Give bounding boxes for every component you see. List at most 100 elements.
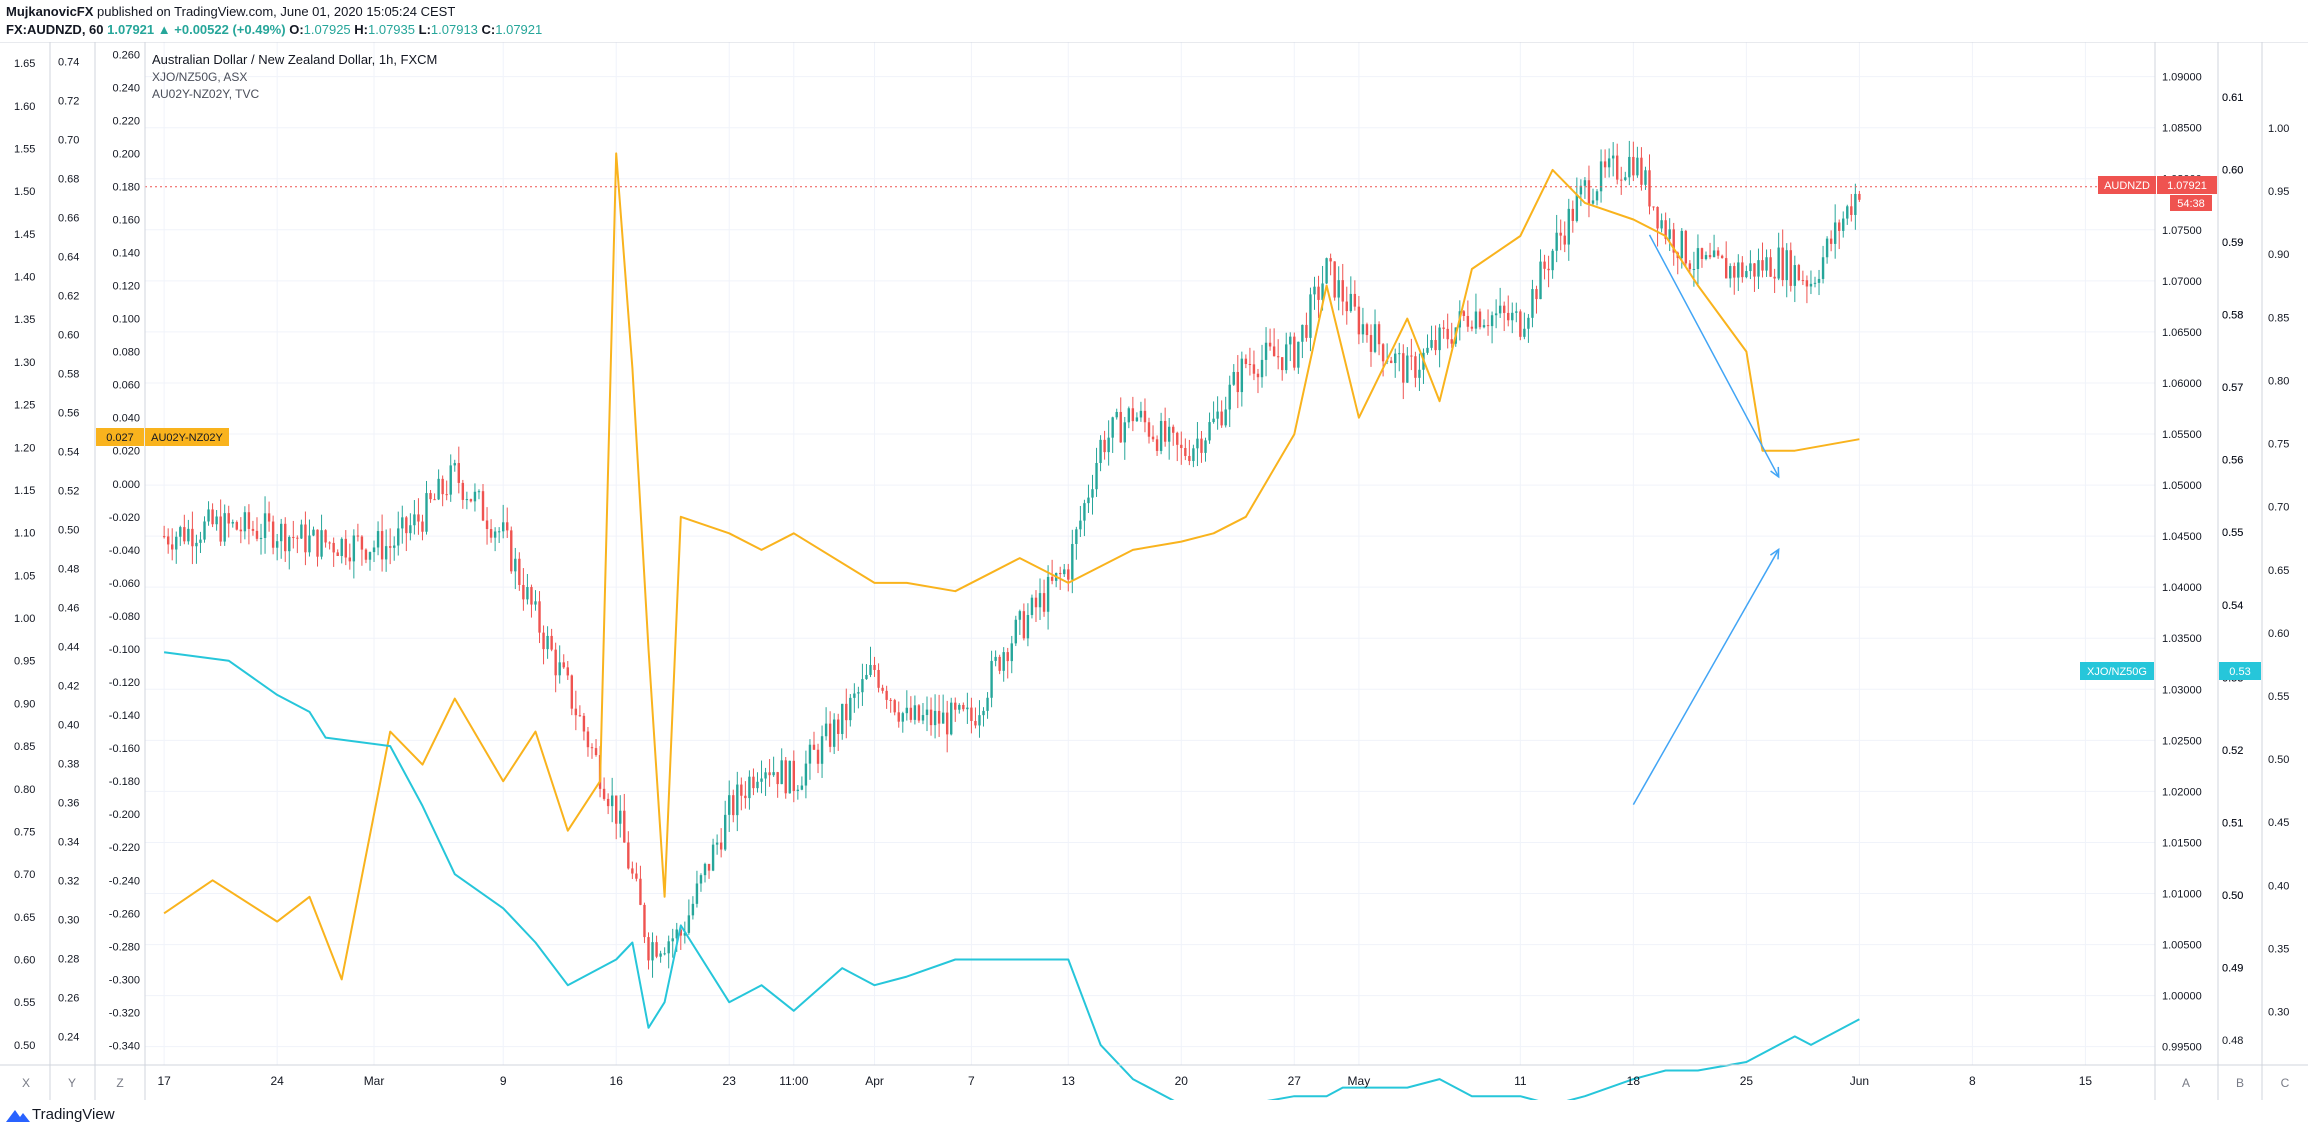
candle-body <box>687 915 691 933</box>
axis-tick-label: 1.50 <box>14 186 35 198</box>
footer <box>0 1100 2308 1132</box>
candle-body <box>1115 411 1118 418</box>
candle-body <box>187 528 190 542</box>
spread-price-badge: 0.027 AU02Y-NZ02Y <box>96 428 229 446</box>
candle-body <box>1502 305 1506 313</box>
price-axes[interactable]: 0.260 0.240 0.220 0.200 0.180 0.160 0.140 0.120… <box>14 49 2289 1053</box>
candle-body <box>1063 569 1066 575</box>
candle-body <box>590 747 594 749</box>
candle-body <box>1176 432 1179 445</box>
candle-body <box>1406 355 1409 383</box>
chart-background <box>0 42 2308 1100</box>
candle-body <box>538 601 541 633</box>
axis-tick-label: 1.15 <box>14 485 35 497</box>
candle-body <box>1620 179 1623 181</box>
axis-tick-label: 0.160 <box>112 214 140 226</box>
candle-body <box>231 522 234 524</box>
scale-button-z[interactable]: Z <box>116 1076 123 1090</box>
axis-tick-label: 0.54 <box>2222 600 2243 612</box>
axis-tick-label: 0.50 <box>2268 754 2289 766</box>
candle-body <box>1026 614 1030 639</box>
candle-body <box>1103 439 1106 453</box>
high-value: 1.07935 <box>368 22 415 37</box>
symbol-name: FX:AUDNZD, 60 <box>6 22 104 37</box>
candle-body <box>1466 315 1470 327</box>
axis-tick-label: 0.50 <box>14 1040 35 1052</box>
axis-tick-label: 1.55 <box>14 143 35 155</box>
candle-body <box>530 587 533 605</box>
chart-canvas[interactable]: 0.260 0.240 0.220 0.200 0.180 0.160 0.140 0.120… <box>0 42 2308 1100</box>
candle-body <box>401 517 404 529</box>
axis-tick-label: 1.65 <box>14 58 35 70</box>
candle-body <box>235 522 238 530</box>
candle-body <box>679 929 682 936</box>
candle-body <box>1716 250 1720 256</box>
axis-tick-label: 0.140 <box>112 248 140 260</box>
candle-body <box>1426 347 1429 353</box>
axis-tick-label: 0.75 <box>2268 439 2289 451</box>
axis-tick-label: -0.060 <box>109 578 140 590</box>
candle-body <box>1059 572 1062 575</box>
candle-body <box>885 690 888 700</box>
time-axis-label: 9 <box>500 1074 507 1088</box>
axis-tick-label: 0.72 <box>58 96 79 108</box>
candle-body <box>1571 208 1575 221</box>
candle-body <box>1042 593 1046 612</box>
scale-button-x[interactable]: X <box>22 1076 30 1090</box>
axis-tick-label: 0.240 <box>112 82 140 94</box>
candle-body <box>275 541 279 548</box>
candle-body <box>780 760 783 785</box>
time-axis[interactable]: 17 24 Mar 9 16 23 11:00 Apr 7 13 20 27 May 11 18 25 Jun 8… <box>157 1074 2092 1088</box>
candle-body <box>421 521 424 532</box>
candle-body <box>1543 261 1546 269</box>
candle-body <box>251 528 255 531</box>
candle-body <box>489 529 493 538</box>
candle-body <box>546 635 549 650</box>
candle-body <box>227 513 230 524</box>
candle-body <box>1640 157 1643 185</box>
candle-body <box>683 932 687 936</box>
scale-button-y[interactable]: Y <box>68 1076 76 1090</box>
candle-body <box>945 712 949 735</box>
candle-body <box>259 537 263 539</box>
candle-body <box>1095 462 1098 490</box>
candle-body <box>1293 336 1296 368</box>
candle-body <box>175 536 178 550</box>
author-name[interactable]: MujkanovicFX <box>6 4 94 19</box>
candle-body <box>837 719 840 734</box>
candle-body <box>639 878 642 905</box>
candle-body <box>223 513 226 542</box>
candle-body <box>1789 250 1792 286</box>
candle-body <box>1345 301 1348 312</box>
axis-tick-label: 1.00 <box>14 613 35 625</box>
candle-body <box>792 760 796 791</box>
scale-button-b[interactable]: B <box>2236 1076 2244 1090</box>
candle-body <box>1737 262 1740 278</box>
candle-body <box>937 710 941 724</box>
axis-tick-label: 0.000 <box>112 479 140 491</box>
legend-main[interactable]: Australian Dollar / New Zealand Dollar, … <box>152 52 437 67</box>
axis-tick-label: -0.260 <box>109 908 140 920</box>
axis-tick-label: 0.50 <box>2222 890 2243 902</box>
bar-countdown: 54:38 <box>2177 198 2205 210</box>
candle-body <box>1664 220 1667 239</box>
candle-body <box>586 731 590 748</box>
candle-body <box>1833 222 1837 244</box>
candle-body <box>332 542 335 553</box>
candle-body <box>994 656 997 661</box>
legend-third[interactable]: AU02Y-NZ02Y, TVC <box>152 87 260 101</box>
candle-body <box>308 535 311 553</box>
candle-body <box>1696 248 1700 270</box>
close-label: C: <box>481 22 496 37</box>
tradingview-logo-text[interactable]: TradingView <box>32 1106 115 1123</box>
scale-button-c[interactable]: C <box>2281 1076 2290 1090</box>
candle-body <box>1075 529 1078 544</box>
time-axis-label: May <box>1348 1074 1371 1088</box>
candle-body <box>1232 371 1235 385</box>
tradingview-logo-icon[interactable] <box>4 1106 32 1126</box>
scale-button-a[interactable]: A <box>2182 1076 2190 1090</box>
legend-second[interactable]: XJO/NZ50G, ASX <box>152 70 247 84</box>
axis-tick-label: 0.55 <box>2222 527 2243 539</box>
time-axis-label: Jun <box>1850 1074 1869 1088</box>
candle-body <box>958 704 961 710</box>
